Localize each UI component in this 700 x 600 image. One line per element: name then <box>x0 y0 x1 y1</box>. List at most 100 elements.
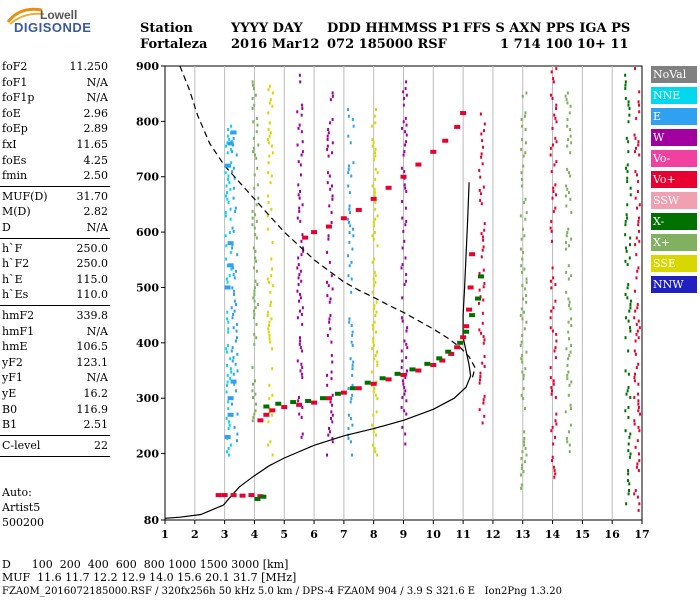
clutter-mark <box>566 167 569 171</box>
clutter-mark <box>550 309 553 313</box>
clutter-mark <box>298 196 301 200</box>
param-value: N/A <box>86 324 108 338</box>
param-value: 115.0 <box>76 272 109 286</box>
clutter-mark <box>552 209 555 213</box>
clutter-mark <box>252 296 255 300</box>
clutter-mark <box>636 306 639 310</box>
clutter-mark <box>637 469 640 473</box>
clutter-mark <box>626 263 629 267</box>
es-trace-point <box>227 241 234 246</box>
clutter-mark <box>554 346 557 350</box>
clutter-mark <box>404 256 407 260</box>
clutter-mark <box>351 453 354 457</box>
x-tick-label: 14 <box>545 528 561 541</box>
clutter-mark <box>628 309 631 313</box>
clutter-mark <box>481 361 484 365</box>
clutter-mark <box>401 319 404 323</box>
clutter-mark <box>629 193 632 197</box>
clutter-mark <box>230 349 233 353</box>
clutter-mark <box>374 393 377 397</box>
clutter-mark <box>372 141 375 145</box>
clutter-mark <box>482 145 485 149</box>
clutter-mark <box>326 294 329 298</box>
clutter-mark <box>550 386 553 390</box>
clutter-mark <box>566 91 569 95</box>
clutter-mark <box>480 331 483 335</box>
clutter-mark <box>525 294 528 298</box>
clutter-mark <box>372 343 375 347</box>
clutter-mark <box>552 465 555 469</box>
clutter-mark <box>373 151 376 155</box>
clutter-mark <box>479 374 482 378</box>
clutter-mark <box>522 397 525 401</box>
clutter-mark <box>626 479 629 483</box>
clutter-mark <box>638 459 641 463</box>
ordinary-trace-point <box>281 405 288 410</box>
clutter-mark <box>233 309 236 313</box>
ordinary-trace-point <box>269 408 276 413</box>
clutter-mark <box>636 439 639 443</box>
clutter-mark <box>374 147 377 151</box>
clutter-mark <box>624 223 627 227</box>
param-value: 250.0 <box>76 241 109 255</box>
clutter-mark <box>229 357 232 361</box>
x-tick-label: 4 <box>251 528 259 541</box>
param-name: B1 <box>2 418 18 432</box>
clutter-mark <box>479 198 482 202</box>
clutter-mark <box>520 237 523 241</box>
clutter-mark <box>481 311 484 315</box>
clutter-mark <box>347 108 350 112</box>
clutter-mark <box>521 284 524 288</box>
clutter-mark <box>229 367 232 371</box>
second-hop-trace-point <box>415 162 422 167</box>
clutter-mark <box>350 277 353 281</box>
clutter-mark <box>401 126 404 130</box>
clutter-mark <box>373 257 376 261</box>
clutter-mark <box>328 204 331 208</box>
clutter-mark <box>235 389 238 393</box>
clutter-mark <box>300 253 303 257</box>
clutter-mark <box>554 136 557 140</box>
clutter-mark <box>627 150 630 154</box>
clutter-mark <box>569 403 572 407</box>
clutter-mark <box>297 193 300 197</box>
header-flags-value: 1 714 100 10+ 11 <box>500 37 629 52</box>
clutter-mark <box>327 284 330 288</box>
clutter-mark <box>227 343 230 347</box>
clutter-mark <box>267 88 270 92</box>
param-value: 106.5 <box>76 340 109 354</box>
clutter-mark <box>226 280 229 284</box>
clutter-mark <box>633 419 636 423</box>
second-hop-trace-point <box>430 149 437 154</box>
clutter-mark <box>519 314 522 318</box>
clutter-mark <box>524 446 527 450</box>
clutter-mark <box>374 274 377 278</box>
clutter-mark <box>231 246 234 250</box>
clutter-mark <box>300 153 303 157</box>
clutter-mark <box>298 209 301 213</box>
clutter-mark <box>351 118 354 122</box>
clutter-mark <box>268 134 271 138</box>
param-separator <box>0 434 110 436</box>
clutter-mark <box>520 483 523 487</box>
clutter-mark <box>372 277 375 281</box>
param-value: 2.96 <box>83 106 109 120</box>
clutter-mark <box>254 213 257 217</box>
clutter-mark <box>255 269 258 273</box>
clutter-mark <box>269 440 272 444</box>
clutter-mark <box>551 425 554 429</box>
clutter-mark <box>405 273 408 277</box>
clutter-mark <box>352 227 355 231</box>
clutter-mark <box>268 84 271 88</box>
clutter-mark <box>404 87 407 91</box>
param-value: 31.70 <box>76 189 109 203</box>
clutter-mark <box>520 184 523 188</box>
clutter-mark <box>232 229 235 233</box>
param-value: 16.2 <box>83 387 109 400</box>
clutter-mark <box>227 330 230 334</box>
clutter-mark <box>628 243 631 247</box>
clutter-mark <box>524 217 527 221</box>
clutter-mark <box>253 226 256 230</box>
clutter-mark <box>483 414 486 418</box>
clutter-mark <box>405 342 408 346</box>
